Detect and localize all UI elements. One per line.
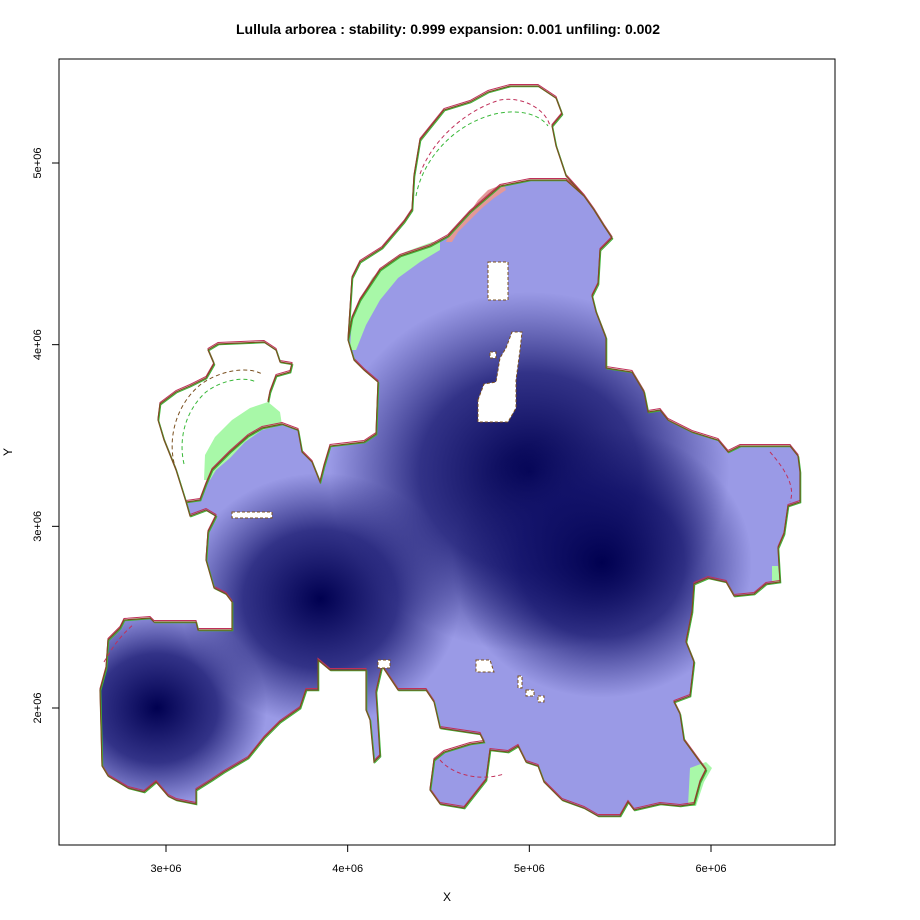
interior-holes [231,261,545,703]
dashed-outline-southwest [103,623,135,663]
dashed-outline-west-green [181,378,257,465]
x-axis-title: X [443,890,451,904]
y-axis-title: Y [1,448,15,456]
y-tick-label: 3e+06 [32,511,44,542]
x-tick-label: 5e+06 [514,863,545,875]
x-tick-label: 6e+06 [696,863,727,875]
expansion-area-east [772,566,780,582]
y-tick-label: 4e+06 [32,329,44,360]
hole-4 [475,659,495,673]
dashed-outline-south [439,759,505,778]
density-hotspot [452,427,752,698]
expansion-area-north [350,242,440,350]
hole-5 [517,675,523,689]
dashed-outline-west [171,369,263,471]
hole-6 [525,689,535,697]
x-tick-label: 3e+06 [151,863,182,875]
outline-combined [99,85,801,817]
dashed-outline-north-red [419,98,551,175]
hole-3 [489,351,497,359]
y-axis: 2e+06 3e+06 4e+06 5e+06 [32,148,60,724]
hole-7 [537,695,545,703]
hole-8 [377,659,391,669]
hole-2 [477,331,523,423]
x-axis: 3e+06 4e+06 5e+06 6e+06 [151,844,727,875]
plot-title: Lullula arborea : stability: 0.999 expan… [235,21,661,37]
hole-1 [487,261,509,301]
dashed-outline-east [769,451,792,503]
y-tick-label: 2e+06 [32,693,44,724]
y-tick-label: 5e+06 [32,148,44,179]
x-tick-label: 4e+06 [332,863,363,875]
dashed-outline-north [415,111,549,197]
hole-9 [231,511,273,519]
loss-area-north [446,184,506,242]
map-layers [99,84,802,818]
